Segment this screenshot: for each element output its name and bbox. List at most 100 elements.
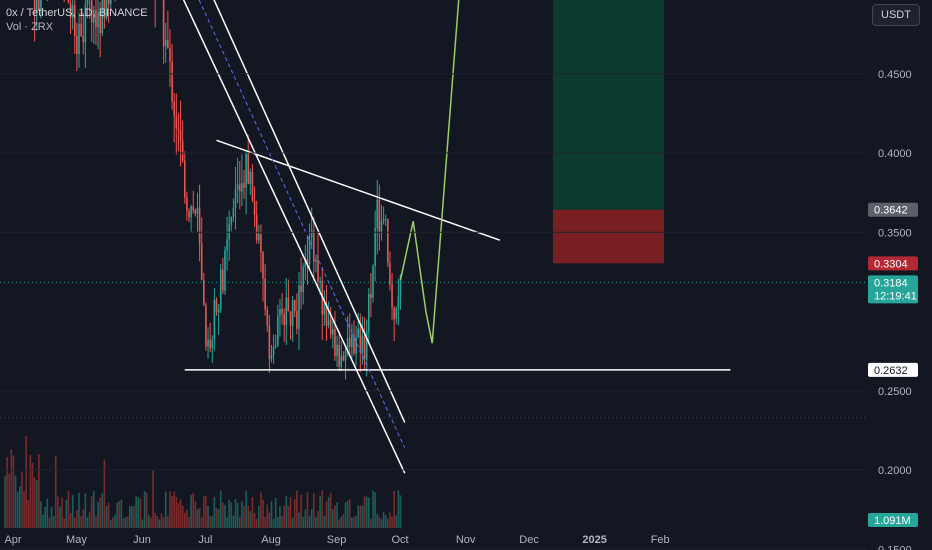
candle-body xyxy=(245,152,247,188)
candle-body xyxy=(268,325,271,359)
volume-bar xyxy=(336,502,338,528)
volume-bar xyxy=(226,517,228,528)
volume-bar xyxy=(42,515,44,528)
candle-body xyxy=(258,234,260,241)
candle-body xyxy=(332,328,334,335)
support-price-label: 0.2632 xyxy=(874,365,908,377)
volume-bar xyxy=(82,509,85,528)
volume-bar xyxy=(266,504,269,528)
candle-body xyxy=(249,171,252,184)
candle-body xyxy=(101,0,104,34)
volume-bar xyxy=(224,504,226,528)
candle-body xyxy=(387,218,389,263)
entry-price-label: 0.3642 xyxy=(874,205,908,217)
candle-body xyxy=(395,307,398,320)
volume-bar xyxy=(173,491,175,528)
volume-bar xyxy=(219,490,222,528)
candle-body xyxy=(215,299,218,313)
volume-bar xyxy=(54,456,57,528)
candle-body xyxy=(340,355,343,367)
currency-button[interactable]: USDT xyxy=(872,4,920,26)
candle-body xyxy=(270,354,273,359)
candlesticks xyxy=(33,0,402,380)
volume-bar xyxy=(315,516,317,528)
candle-body xyxy=(289,311,292,326)
volume-legend[interactable]: Vol · ZRX xyxy=(6,21,54,33)
volume-bar xyxy=(158,519,161,528)
candle-body xyxy=(308,237,311,265)
volume-bar xyxy=(213,497,216,528)
candle-body xyxy=(198,207,201,243)
volume-bar xyxy=(384,515,387,528)
volume-bar xyxy=(35,480,38,528)
candle-body xyxy=(190,206,192,218)
candle-body xyxy=(283,313,285,325)
candle-body xyxy=(76,36,78,55)
volume-bar xyxy=(198,508,201,528)
candle-body xyxy=(260,234,262,253)
candle-body xyxy=(376,199,379,229)
candle-body xyxy=(173,101,175,116)
candle-body xyxy=(33,0,36,12)
candle-body xyxy=(367,293,370,332)
symbol-legend[interactable]: 0x / TetherUS, 1D, BINANCE xyxy=(6,7,148,19)
candle-body xyxy=(300,285,302,292)
candle-body xyxy=(255,215,258,241)
volume-bar xyxy=(205,496,207,528)
candle-body xyxy=(251,171,254,202)
volume-bar xyxy=(31,462,34,528)
trendlines xyxy=(0,0,866,474)
volume-bar xyxy=(372,490,374,528)
candle-body xyxy=(323,303,326,315)
volume-bar xyxy=(73,517,76,528)
candle-body xyxy=(232,207,235,217)
candle-body xyxy=(285,297,288,325)
candle-body xyxy=(73,5,76,37)
volume-bar xyxy=(329,492,332,528)
volume-bar xyxy=(300,494,302,528)
candle-body xyxy=(262,252,264,279)
volume-bar xyxy=(342,514,345,528)
volume-bar xyxy=(186,509,188,528)
candle-body xyxy=(327,319,330,326)
candle-body xyxy=(181,140,184,161)
volume-bar xyxy=(135,496,137,528)
volume-bar xyxy=(177,503,180,528)
candle-body xyxy=(296,311,298,329)
volume-bar xyxy=(194,500,197,528)
candle-body xyxy=(348,337,351,348)
candle-body xyxy=(169,48,171,62)
volume-bar xyxy=(334,505,336,528)
volume-bar xyxy=(247,505,250,528)
candle-body xyxy=(298,285,300,329)
candle-body xyxy=(329,319,332,335)
volume-bar xyxy=(139,498,142,528)
volume-bar xyxy=(274,497,277,528)
volume-bar xyxy=(8,473,11,528)
volume-bar xyxy=(200,517,203,528)
volume-bar xyxy=(251,496,254,528)
volume-bar xyxy=(245,490,247,528)
candle-body xyxy=(315,259,317,262)
volume-bar xyxy=(312,492,315,528)
volume-bar xyxy=(183,512,186,528)
candle-body xyxy=(230,216,233,225)
volume-bar xyxy=(137,497,140,528)
volume-bar xyxy=(285,495,288,528)
price-axis[interactable]: 0.75000.70000.65000.60000.55000.45000.40… xyxy=(0,0,912,550)
time-axis[interactable]: Apr May Jun Jul Aug Sep Oct Nov Dec 2025 Feb xyxy=(4,534,669,546)
volume-bar xyxy=(232,515,235,528)
candle-body xyxy=(312,230,315,262)
candle-body xyxy=(40,0,42,11)
candle-body xyxy=(93,9,95,23)
volume-bar xyxy=(317,511,319,528)
volume-bar xyxy=(156,515,159,528)
volume-bar xyxy=(131,506,133,528)
volume-bar xyxy=(241,501,243,528)
volume-bar xyxy=(340,516,343,528)
volume-bar xyxy=(348,498,351,528)
volume-bar xyxy=(181,505,184,528)
candle-body xyxy=(99,11,101,34)
volume-bar xyxy=(389,512,391,528)
